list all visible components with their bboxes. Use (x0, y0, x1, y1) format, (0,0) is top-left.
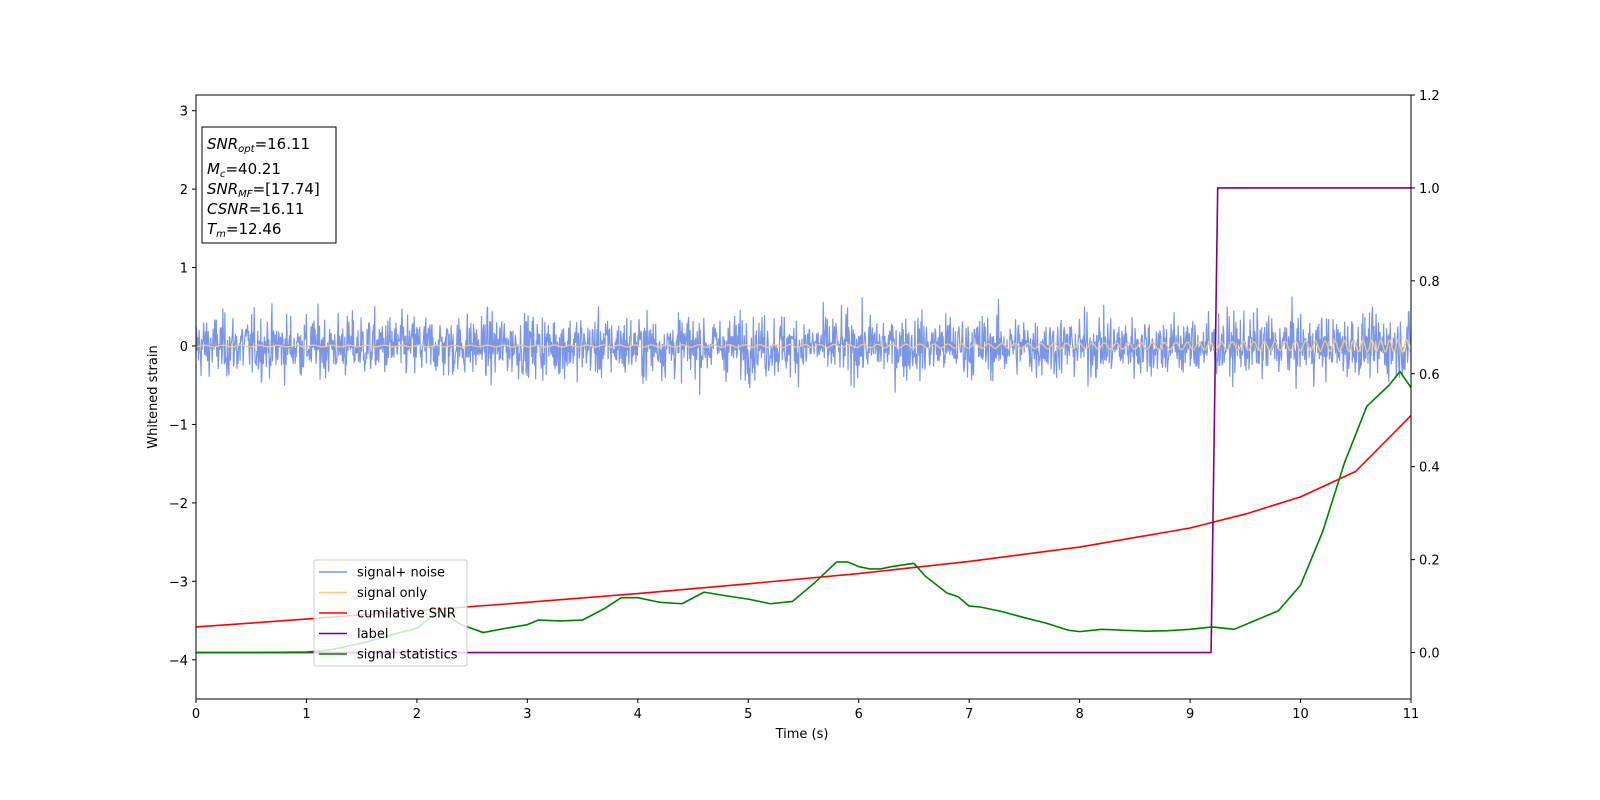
info-box-lines: SNRopt=16.11 Mc=40.21SNRMF=[17.74]CSNR=16… (207, 135, 320, 240)
right-y-axis-ticks: 0.0 0.2 0.4 0.6 0.8 1.0 1.2 (1411, 89, 1440, 662)
left-y-tick-label: 1 (180, 262, 188, 277)
signal-noise-line (195, 296, 1412, 395)
left-y-tick-label: 2 (180, 183, 188, 198)
info-line: Mc=40.21 (207, 160, 281, 180)
legend-label: label (357, 627, 388, 642)
right-y-tick-label: 0.0 (1419, 647, 1440, 662)
left-y-tick-label: −4 (169, 654, 188, 669)
info-line: SNRMF=[17.74] (207, 180, 320, 200)
signal-only-series (195, 339, 1412, 354)
signal-noise-series (195, 296, 1412, 395)
y-axis-label: Whitened strain (146, 345, 161, 448)
x-tick-label: 9 (1186, 707, 1194, 722)
x-tick-label: 8 (1075, 707, 1083, 722)
x-tick-label: 10 (1292, 707, 1309, 722)
signal-only-line (195, 339, 1412, 354)
info-box: SNRopt=16.11 Mc=40.21SNRMF=[17.74]CSNR=16… (201, 126, 337, 244)
legend-label: signal+ noise (357, 566, 445, 581)
x-tick-label: 3 (523, 707, 531, 722)
legend-label: signal only (357, 586, 427, 601)
left-y-tick-label: 0 (180, 340, 188, 355)
x-tick-label: 1 (302, 707, 310, 722)
right-y-tick-label: 0.2 (1419, 554, 1440, 569)
left-y-tick-label: 3 (180, 105, 188, 120)
legend: signal+ noise signal only cumilative SNR la… (313, 559, 468, 667)
info-line: Tm=12.46 (207, 220, 281, 240)
legend-label: signal statistics (357, 648, 458, 663)
left-y-axis-ticks: −4 −3 −2 −1 0 1 2 3 (169, 105, 196, 669)
x-axis-label: Time (s) (775, 727, 829, 742)
left-y-tick-label: −1 (169, 418, 188, 433)
right-y-tick-label: 1.2 (1419, 89, 1440, 104)
right-y-tick-label: 0.4 (1419, 461, 1440, 476)
info-line: CSNR=16.11 (207, 200, 304, 218)
info-box-frame (201, 126, 337, 244)
x-tick-label: 5 (744, 707, 752, 722)
right-y-tick-label: 1.0 (1419, 182, 1440, 197)
legend-frame (313, 559, 468, 667)
x-axis-ticks: 0 1 2 3 4 5 6 7 8 9 10 11 (192, 699, 1419, 722)
x-tick-label: 11 (1403, 707, 1420, 722)
signal-statistics-line (196, 370, 1412, 654)
x-tick-label: 0 (192, 707, 200, 722)
label-line (196, 187, 1411, 654)
x-tick-label: 7 (965, 707, 973, 722)
right-y-tick-label: 0.8 (1419, 275, 1440, 290)
right-y-tick-label: 0.6 (1419, 368, 1440, 383)
info-line: SNRopt=16.11 (207, 135, 310, 155)
left-y-tick-label: −3 (169, 575, 188, 590)
x-tick-label: 2 (413, 707, 421, 722)
legend-label: cumilative SNR (357, 607, 456, 622)
legend-items: signal+ noise signal only cumilative SNR la… (319, 566, 458, 663)
left-y-tick-label: −2 (169, 497, 188, 512)
plot-frame (195, 94, 1412, 700)
x-tick-label: 6 (855, 707, 863, 722)
x-tick-label: 4 (634, 707, 642, 722)
